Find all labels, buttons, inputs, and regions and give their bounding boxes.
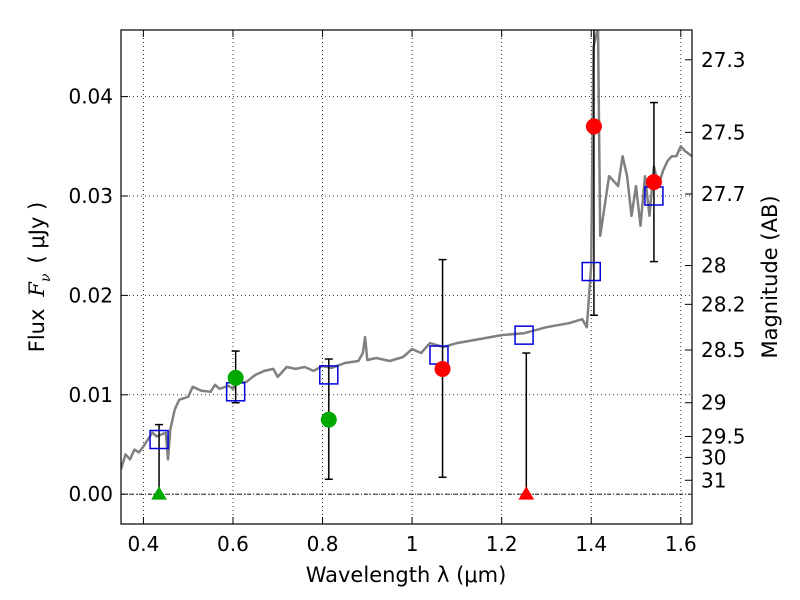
model-photometry-square: [149, 429, 169, 450]
y-tick-label: 0.03: [68, 184, 113, 208]
observed-flux-point: [645, 174, 662, 191]
x-axis-title: Wavelength λ (μm): [306, 563, 507, 587]
error-bars: [155, 30, 658, 495]
observed-flux-point: [434, 360, 451, 377]
y-tick-label: 0.00: [68, 482, 113, 506]
y-axis: 0.00 0.01 0.02 0.03 0.04: [68, 85, 128, 506]
magnitude-tick-label: 29.5: [701, 425, 746, 449]
magnitude-tick-label: 28.2: [701, 292, 746, 316]
y-axis-title: Flux Fν ( μJy ): [25, 202, 54, 352]
x-tick-label: 0.6: [217, 532, 249, 556]
y-axis-title-prefix: Flux: [25, 309, 49, 353]
magnitude-tick-label: 28.5: [701, 338, 746, 362]
upper-limit-triangle: [151, 486, 167, 500]
magnitude-tick-label: 27.5: [701, 120, 746, 144]
magnitude-tick-label: 28: [701, 254, 726, 278]
magnitude-tick-label: 27.3: [701, 48, 746, 72]
model-photometry-square: [319, 365, 339, 385]
model-photometry-square: [514, 325, 534, 345]
y-tick-label: 0.02: [68, 283, 113, 307]
observed-flux-point: [585, 118, 602, 135]
model-spectrum: [121, 30, 692, 470]
y-axis-title-subscript: ν: [38, 273, 54, 282]
x-tick-label: 0.8: [307, 532, 339, 556]
observed-points: [151, 118, 662, 500]
x-tick-label: 1.4: [575, 532, 607, 556]
y-axis-title-symbol: F: [25, 281, 49, 298]
magnitude-tick-label: 27.7: [701, 182, 746, 206]
observed-flux-point: [227, 369, 244, 386]
plot-frame: [120, 29, 693, 525]
observed-flux-point: [320, 411, 337, 428]
x-axis: 0.4 0.6 0.8 1 1.2 1.4 1.6: [127, 30, 697, 556]
x-tick-label: 1.2: [486, 532, 518, 556]
x-tick-label: 0.4: [127, 532, 159, 556]
magnitude-tick-label: 29: [701, 391, 726, 415]
model-photometry-square: [581, 261, 601, 282]
x-tick-label: 1: [406, 532, 419, 556]
x-tick-label: 1.6: [665, 532, 697, 556]
right-axis-title: Magnitude (AB): [758, 195, 782, 358]
plot-background: [121, 30, 692, 524]
y-axis-title-unit: ( μJy ): [25, 202, 49, 264]
model-spectrum-line: [121, 30, 692, 470]
upper-limit-triangle: [518, 486, 535, 500]
y-tick-label: 0.01: [68, 383, 113, 407]
magnitude-tick-label: 30: [701, 445, 726, 469]
y-tick-label: 0.04: [68, 85, 113, 109]
magnitude-tick-label: 31: [701, 468, 726, 492]
